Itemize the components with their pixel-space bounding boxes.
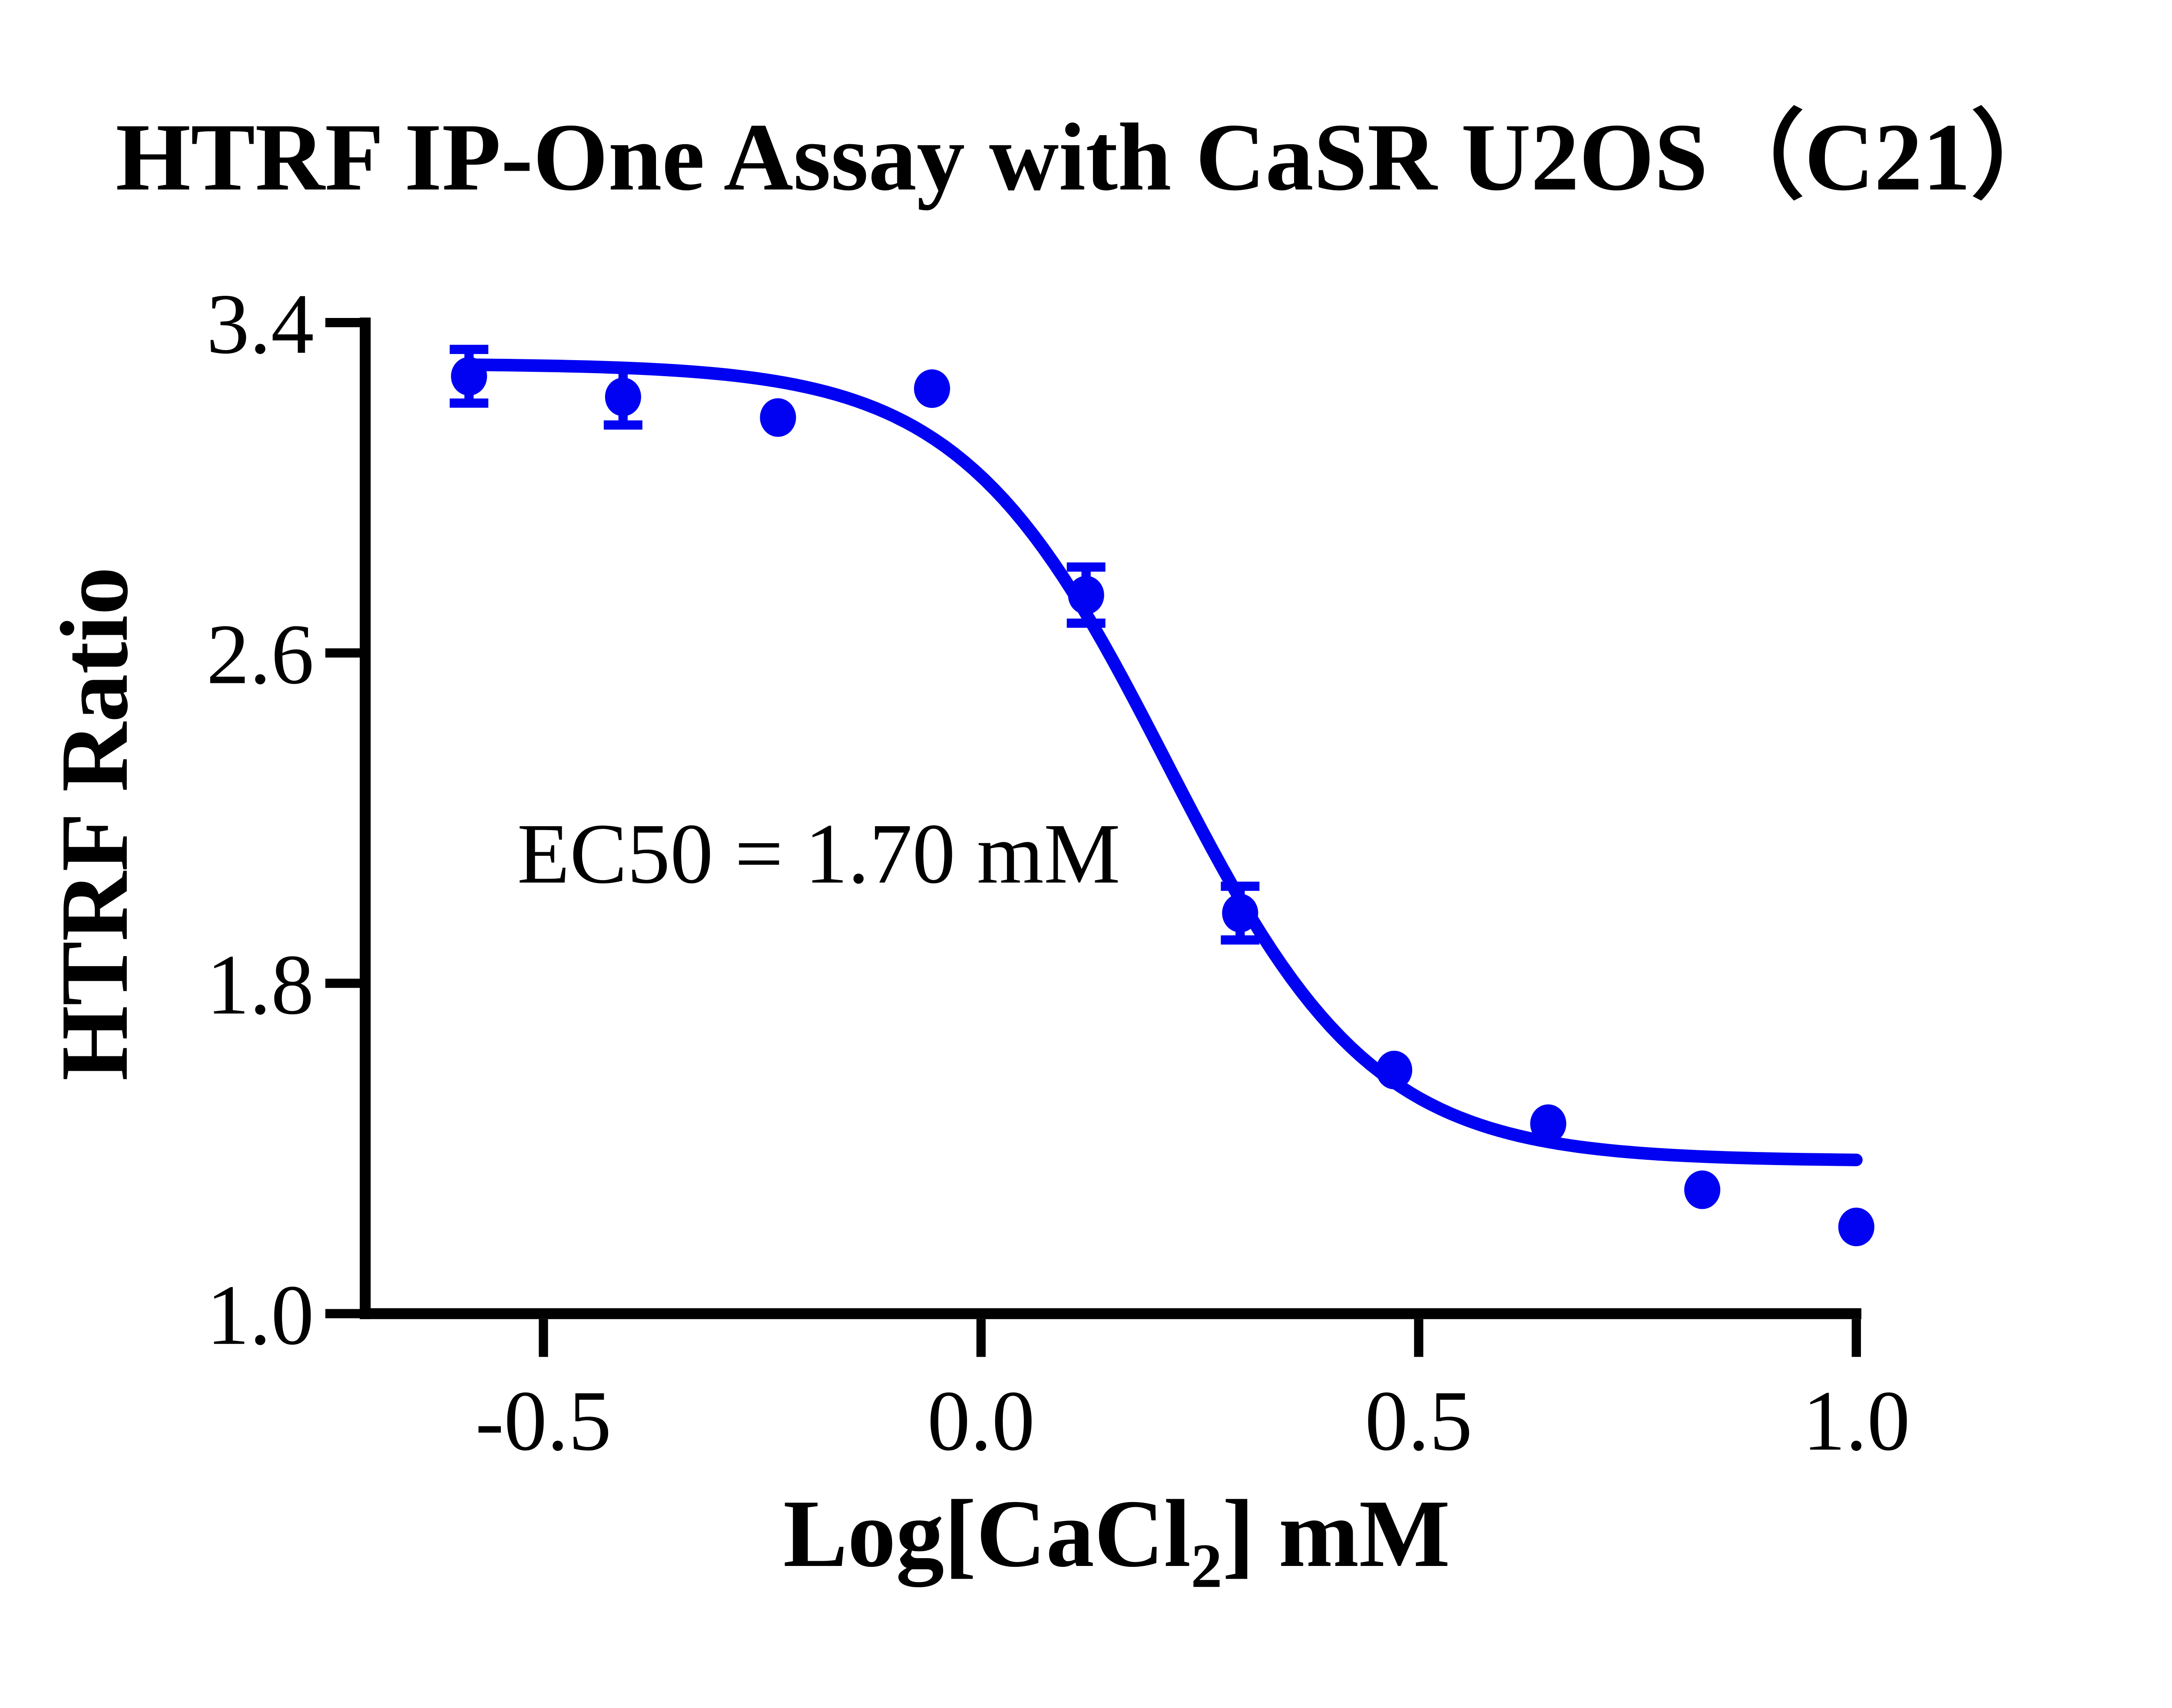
y-tick-label: 3.4: [206, 276, 314, 371]
data-point: [760, 398, 796, 437]
data-point: [1684, 1170, 1721, 1209]
data-point: [1068, 576, 1104, 615]
data-point: [605, 377, 641, 417]
y-tick-label: 2.6: [206, 606, 314, 702]
y-axis-label: HTRF Ratio: [41, 567, 148, 1081]
data-point: [451, 357, 487, 396]
chart-title: HTRF IP-One Assay with CaSR U2OS（C21）: [116, 104, 2067, 211]
data-point: [1838, 1208, 1874, 1246]
x-tick-label: -0.5: [475, 1373, 612, 1468]
x-axis-label: Log[CaCl2] mM: [783, 1480, 1450, 1601]
data-point: [1222, 894, 1258, 933]
x-tick-label: 0.0: [927, 1373, 1035, 1468]
x-tick-label: 1.0: [1802, 1373, 1910, 1468]
fit-curve: [463, 358, 1863, 1166]
data-point: [1376, 1050, 1412, 1089]
y-tick-label: 1.8: [206, 937, 314, 1032]
data-point: [1530, 1104, 1566, 1143]
y-tick-label: 1.0: [206, 1267, 314, 1363]
x-tick-label: 0.5: [1365, 1373, 1473, 1468]
ec50-annotation: EC50 = 1.70 mM: [517, 806, 1120, 901]
data-point: [914, 369, 950, 408]
